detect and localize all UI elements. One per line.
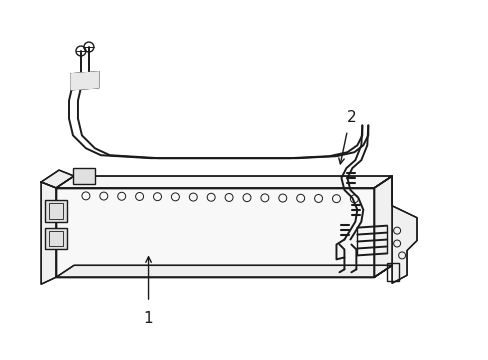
Bar [73, 168, 95, 184]
Polygon shape [373, 176, 391, 277]
Text: 2: 2 [346, 111, 355, 125]
Text: 1: 1 [143, 311, 153, 326]
Polygon shape [56, 265, 391, 277]
Polygon shape [71, 72, 99, 90]
Polygon shape [56, 176, 391, 188]
Bar [49, 231, 63, 247]
Bar [49, 203, 63, 219]
Polygon shape [41, 182, 56, 284]
Polygon shape [373, 176, 416, 283]
Bar [45, 200, 67, 222]
Polygon shape [56, 188, 373, 277]
Polygon shape [41, 170, 74, 188]
Bar [386, 264, 398, 281]
Bar [45, 228, 67, 249]
